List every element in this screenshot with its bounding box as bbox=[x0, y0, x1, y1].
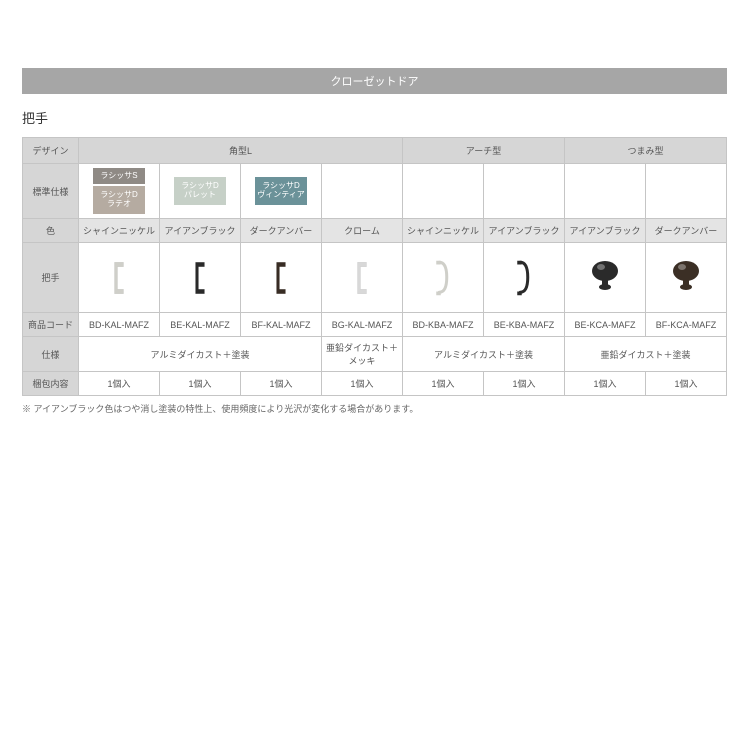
spec-empty-7 bbox=[565, 164, 646, 219]
pack-7: 1個入 bbox=[646, 372, 727, 396]
color-4: シャインニッケル bbox=[403, 219, 484, 243]
pack-2: 1個入 bbox=[241, 372, 322, 396]
row-label-package: 梱包内容 bbox=[23, 372, 79, 396]
code-1: BE-KAL-MAFZ bbox=[160, 313, 241, 337]
color-0: シャインニッケル bbox=[79, 219, 160, 243]
row-label-design: デザイン bbox=[23, 138, 79, 164]
row-label-color: 色 bbox=[23, 219, 79, 243]
color-6: アイアンブラック bbox=[565, 219, 646, 243]
spec-merge-2: 亜鉛ダイカスト＋メッキ bbox=[322, 337, 403, 372]
color-5: アイアンブラック bbox=[484, 219, 565, 243]
pack-1: 1個入 bbox=[160, 372, 241, 396]
chip-lacissa-s: ラシッサS bbox=[93, 168, 145, 184]
handle-3 bbox=[322, 243, 403, 313]
code-3: BG-KAL-MAFZ bbox=[322, 313, 403, 337]
chip-lacissa-d-vintia: ラシッサD ヴィンティア bbox=[255, 177, 307, 205]
spec-chip-cell-2: ラシッサD パレット bbox=[160, 164, 241, 219]
handle-0 bbox=[79, 243, 160, 313]
handle-5 bbox=[484, 243, 565, 313]
spec-merge-4: 亜鉛ダイカスト＋塗装 bbox=[565, 337, 727, 372]
pack-3: 1個入 bbox=[322, 372, 403, 396]
pack-5: 1個入 bbox=[484, 372, 565, 396]
row-label-handle: 把手 bbox=[23, 243, 79, 313]
spec-empty-5 bbox=[403, 164, 484, 219]
handle-6 bbox=[565, 243, 646, 313]
handle-4 bbox=[403, 243, 484, 313]
handle-icon bbox=[509, 249, 539, 307]
spec-merge-3: アルミダイカスト＋塗装 bbox=[403, 337, 565, 372]
color-2: ダークアンバー bbox=[241, 219, 322, 243]
handle-2 bbox=[241, 243, 322, 313]
handle-icon bbox=[185, 249, 215, 307]
handle-icon bbox=[104, 249, 134, 307]
footnote-text: ※ アイアンブラック色はつや消し塗装の特性上、使用頻度により光沢が変化する場合が… bbox=[22, 402, 727, 415]
row-label-standard-spec: 標準仕様 bbox=[23, 164, 79, 219]
handle-icon bbox=[666, 249, 706, 307]
banner-title: クローゼットドア bbox=[22, 68, 727, 94]
chip-lacissa-d-lateo: ラシッサD ラテオ bbox=[93, 186, 145, 214]
spec-chip-cell-3: ラシッサD ヴィンティア bbox=[241, 164, 322, 219]
pack-0: 1個入 bbox=[79, 372, 160, 396]
handle-icon bbox=[347, 249, 377, 307]
pack-4: 1個入 bbox=[403, 372, 484, 396]
chip-lacissa-d-palette: ラシッサD パレット bbox=[174, 177, 226, 205]
code-2: BF-KAL-MAFZ bbox=[241, 313, 322, 337]
handle-7 bbox=[646, 243, 727, 313]
design-group-arch: アーチ型 bbox=[403, 138, 565, 164]
spec-chip-cell-1: ラシッサS ラシッサD ラテオ bbox=[79, 164, 160, 219]
spec-empty-4 bbox=[322, 164, 403, 219]
code-5: BE-KBA-MAFZ bbox=[484, 313, 565, 337]
code-6: BE-KCA-MAFZ bbox=[565, 313, 646, 337]
code-4: BD-KBA-MAFZ bbox=[403, 313, 484, 337]
color-3: クローム bbox=[322, 219, 403, 243]
design-group-tsumami: つまみ型 bbox=[565, 138, 727, 164]
handle-1 bbox=[160, 243, 241, 313]
row-label-code: 商品コード bbox=[23, 313, 79, 337]
pack-6: 1個入 bbox=[565, 372, 646, 396]
color-1: アイアンブラック bbox=[160, 219, 241, 243]
handle-spec-table: デザイン 角型L アーチ型 つまみ型 標準仕様 ラシッサS ラシッサD ラテオ … bbox=[22, 137, 727, 396]
section-title: 把手 bbox=[22, 108, 727, 127]
code-7: BF-KCA-MAFZ bbox=[646, 313, 727, 337]
handle-icon bbox=[585, 249, 625, 307]
spec-empty-8 bbox=[646, 164, 727, 219]
handle-icon bbox=[428, 249, 458, 307]
code-0: BD-KAL-MAFZ bbox=[79, 313, 160, 337]
spec-merge-1: アルミダイカスト＋塗装 bbox=[79, 337, 322, 372]
color-7: ダークアンバー bbox=[646, 219, 727, 243]
row-label-spec: 仕様 bbox=[23, 337, 79, 372]
spec-empty-6 bbox=[484, 164, 565, 219]
design-group-kakugata: 角型L bbox=[79, 138, 403, 164]
handle-icon bbox=[266, 249, 296, 307]
